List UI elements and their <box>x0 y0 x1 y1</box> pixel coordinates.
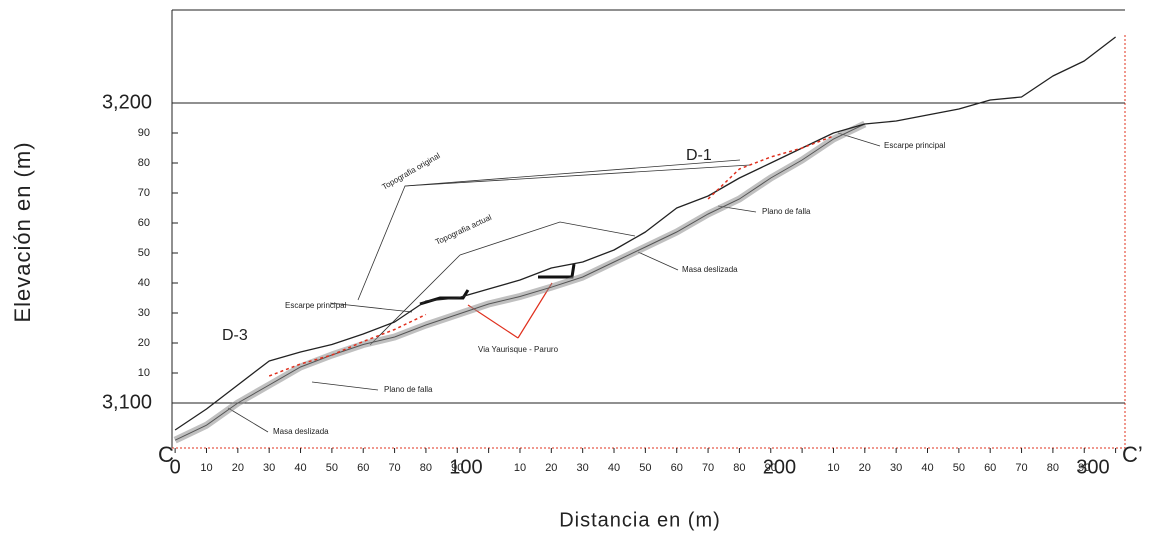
annotation: Plano de falla <box>384 385 433 394</box>
page: {"chart_data": { "type": "line", "x_labe… <box>0 0 1151 536</box>
x-tick-label: 80 <box>1047 462 1059 474</box>
x-tick-label: 60 <box>357 462 369 474</box>
x-tick-label: 20 <box>232 462 244 474</box>
x-tick-label: 30 <box>890 462 902 474</box>
x-tick-label: 70 <box>388 462 400 474</box>
x-tick-label: 40 <box>608 462 620 474</box>
y-tick-label: 40 <box>138 277 150 289</box>
x-tick-label: 60 <box>671 462 683 474</box>
x-tick-label: 40 <box>921 462 933 474</box>
annotation: Masa deslizada <box>273 427 329 436</box>
y-tick-label: 10 <box>138 367 150 379</box>
x-tick-label: 10 <box>514 462 526 474</box>
section-start-label: C <box>158 442 174 467</box>
chart: 3,1001020304050607080903,200010203040506… <box>0 0 1151 536</box>
x-tick-label: 80 <box>733 462 745 474</box>
annotation: Topografia actual <box>434 213 493 247</box>
section-end-label: C’ <box>1122 442 1143 467</box>
y-tick-label: 30 <box>138 307 150 319</box>
annotation: Escarpe principal <box>884 141 946 150</box>
y-tick-label: 60 <box>138 217 150 229</box>
failure-plane-core <box>175 124 865 440</box>
y-tick-label: 50 <box>138 247 150 259</box>
x-axis-label: Distancia en (m) <box>559 509 721 531</box>
current-topography <box>175 37 1116 430</box>
x-tick-label: 10 <box>200 462 212 474</box>
annotation: Via Yaurisque - Paruro <box>478 345 559 354</box>
x-tick-label: 30 <box>263 462 275 474</box>
x-tick-label: 50 <box>639 462 651 474</box>
annotation: Plano de falla <box>762 207 811 216</box>
y-tick-label: 90 <box>138 127 150 139</box>
x-tick-label: 40 <box>294 462 306 474</box>
leader <box>370 222 635 345</box>
x-tick-label: 300 <box>1076 456 1109 478</box>
x-tick-label: 50 <box>953 462 965 474</box>
y-axis-label: Elevación en (m) <box>10 141 35 322</box>
x-tick-label: 30 <box>577 462 589 474</box>
leader-lines <box>228 133 880 432</box>
y-tick-label: 20 <box>138 337 150 349</box>
x-tick-label: 80 <box>420 462 432 474</box>
x-tick-label: 50 <box>326 462 338 474</box>
annotation: Escarpe principal <box>285 301 347 310</box>
x-tick-label: 10 <box>827 462 839 474</box>
x-tick-label: 70 <box>702 462 714 474</box>
x-tick-label: 60 <box>984 462 996 474</box>
annotation: D-1 <box>686 147 712 164</box>
annotation: D-3 <box>222 327 248 344</box>
y-tick-label: 3,100 <box>102 391 152 413</box>
y-tick-label: 70 <box>138 187 150 199</box>
failure-plane <box>175 124 865 440</box>
x-tick-label: 20 <box>859 462 871 474</box>
leader <box>405 165 750 186</box>
leader <box>638 252 678 270</box>
annotation: Masa deslizada <box>682 265 738 274</box>
x-tick-label: 70 <box>1015 462 1027 474</box>
original-topography <box>269 136 833 376</box>
leader <box>312 382 378 390</box>
leader <box>228 408 268 432</box>
y-tick-label: 3,200 <box>102 91 152 113</box>
x-tick-label: 200 <box>763 456 796 478</box>
x-tick-label: 20 <box>545 462 557 474</box>
y-tick-label: 80 <box>138 157 150 169</box>
x-tick-label: 100 <box>449 456 482 478</box>
